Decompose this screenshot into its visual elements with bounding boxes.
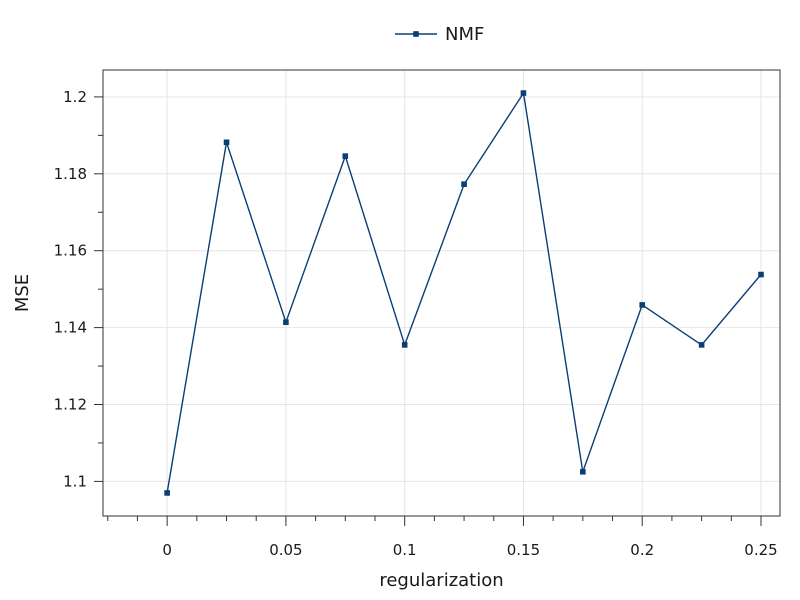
grid [103, 70, 780, 516]
data-point-nmf [283, 319, 289, 326]
axis-ticks [94, 96, 762, 526]
x-tick-label: 0.25 [744, 541, 777, 559]
x-tick-label: 0 [162, 541, 172, 559]
y-tick-label: 1.18 [54, 165, 87, 183]
y-tick-label: 1.14 [54, 319, 87, 337]
y-tick-label: 1.16 [54, 242, 87, 260]
x-tick-label: 0.2 [630, 541, 654, 559]
plot-area-frame [102, 69, 781, 517]
x-axis-title: regularization [379, 570, 503, 591]
data-point-nmf [401, 342, 408, 348]
series-layer [164, 90, 764, 496]
data-point-nmf [698, 342, 705, 348]
data-point-nmf [223, 139, 230, 146]
y-tick-label: 1.2 [63, 88, 87, 106]
x-tick-label: 0.05 [269, 541, 302, 559]
y-axis-tick-labels: 1.1 1.12 1.14 1.16 1.18 1.2 [54, 88, 87, 490]
data-point-nmf [342, 153, 349, 159]
legend-marker-swatch [413, 31, 419, 37]
x-axis-tick-labels: 0 0.05 0.1 0.15 0.2 0.25 [162, 541, 777, 559]
y-axis-title: MSE [12, 274, 33, 312]
series-line-nmf [166, 92, 762, 494]
legend-label-nmf: NMF [445, 24, 484, 45]
x-tick-label: 0.1 [393, 541, 417, 559]
data-point-nmf [461, 181, 467, 187]
data-point-nmf [580, 468, 586, 475]
x-tick-label: 0.15 [507, 541, 540, 559]
y-tick-label: 1.1 [63, 472, 87, 490]
data-point-nmf [758, 271, 764, 278]
data-point-nmf [164, 490, 170, 496]
y-tick-label: 1.12 [54, 396, 87, 414]
data-point-nmf [520, 90, 527, 96]
legend[interactable]: NMF [395, 24, 484, 45]
data-point-nmf [639, 302, 646, 308]
